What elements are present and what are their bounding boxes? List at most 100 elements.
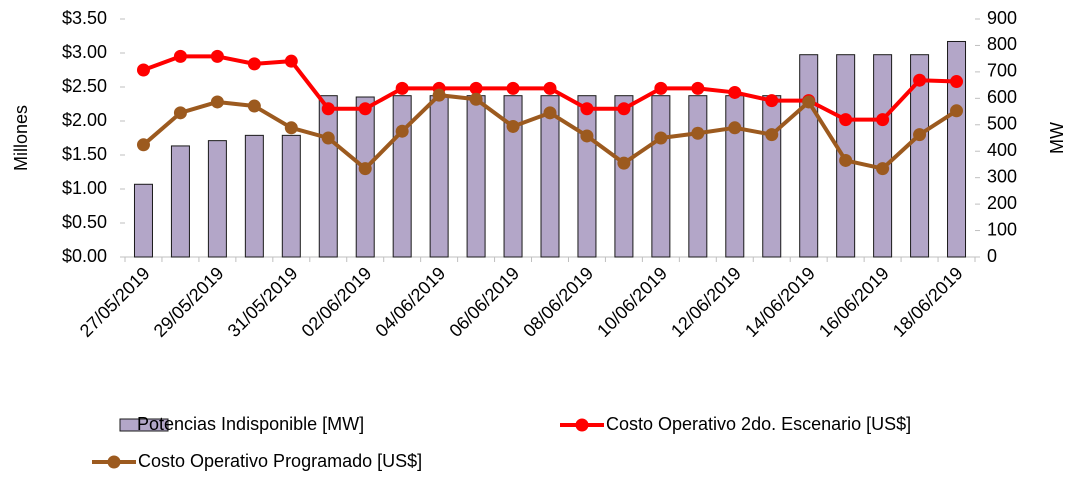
y2-tick-label: 600 [987, 87, 1017, 107]
x-tick-label: 06/06/2019 [445, 263, 523, 341]
bar [540, 95, 560, 258]
y-tick-label: $2.50 [62, 76, 107, 96]
point [728, 85, 742, 99]
bar [651, 95, 671, 258]
point [580, 102, 594, 116]
point [506, 119, 520, 133]
legend-swatch [107, 455, 121, 469]
point [395, 124, 409, 138]
bar [244, 134, 264, 258]
point [691, 126, 705, 140]
point [247, 99, 261, 113]
y2-axis-title: MW [1047, 122, 1067, 154]
y-tick-label: $0.50 [62, 212, 107, 232]
point [876, 113, 890, 127]
point [617, 156, 631, 170]
point [765, 128, 779, 142]
point [839, 113, 853, 127]
legend-label: Costo Operativo Programado [US$] [138, 451, 422, 471]
point [913, 73, 927, 87]
point [469, 92, 483, 106]
y2-tick-label: 200 [987, 193, 1017, 213]
point [839, 153, 853, 167]
point [136, 138, 150, 152]
point [284, 121, 298, 135]
y-tick-label: $3.50 [62, 8, 107, 28]
y2-tick-label: 400 [987, 140, 1017, 160]
y-tick-label: $3.00 [62, 42, 107, 62]
x-tick-label: 14/06/2019 [741, 263, 819, 341]
y2-tick-label: 800 [987, 34, 1017, 54]
point [358, 102, 372, 116]
point [506, 81, 520, 95]
bar [170, 145, 190, 258]
bar [799, 54, 819, 258]
point [802, 95, 816, 109]
bar [133, 183, 153, 258]
y2-tick-label: 300 [987, 166, 1017, 186]
bar [873, 54, 893, 258]
bar [577, 95, 597, 258]
bar [910, 54, 930, 258]
point [173, 106, 187, 120]
point [543, 106, 557, 120]
bar [318, 95, 338, 258]
point [210, 49, 224, 63]
point [358, 162, 372, 176]
y-tick-label: $2.00 [62, 110, 107, 130]
bar [466, 95, 486, 258]
x-tick-label: 18/06/2019 [889, 263, 967, 341]
x-tick-label: 16/06/2019 [815, 263, 893, 341]
bar [725, 95, 745, 258]
point [765, 94, 779, 108]
y-tick-label: $0.00 [62, 246, 107, 266]
point [913, 128, 927, 142]
point [210, 95, 224, 109]
point [617, 102, 631, 116]
x-tick-label: 12/06/2019 [667, 263, 745, 341]
bar [429, 95, 449, 258]
point [469, 81, 483, 95]
point [654, 131, 668, 145]
bar [281, 134, 301, 258]
bar [688, 95, 708, 258]
y-axis-title: Millones [11, 105, 31, 171]
point [432, 88, 446, 102]
point [580, 129, 594, 143]
bar [392, 95, 412, 258]
x-tick-label: 27/05/2019 [76, 263, 154, 341]
point [173, 49, 187, 63]
bar [614, 95, 634, 258]
x-tick-label: 29/05/2019 [150, 263, 228, 341]
point [321, 131, 335, 145]
y2-tick-label: 100 [987, 219, 1017, 239]
point [247, 57, 261, 71]
point [950, 104, 964, 118]
bar [207, 140, 227, 258]
point [654, 81, 668, 95]
y-tick-label: $1.00 [62, 178, 107, 198]
point [728, 121, 742, 135]
y-tick-label: $1.50 [62, 144, 107, 164]
point [136, 63, 150, 77]
x-tick-label: 08/06/2019 [519, 263, 597, 341]
y2-tick-label: 900 [987, 8, 1017, 28]
point [395, 81, 409, 95]
point [543, 81, 557, 95]
y2-tick-label: 700 [987, 61, 1017, 81]
legend-label: Potencias Indisponible [MW] [137, 414, 364, 434]
bar [355, 96, 375, 258]
y2-tick-label: 0 [987, 246, 997, 266]
bar [503, 95, 523, 258]
x-tick-label: 31/05/2019 [224, 263, 302, 341]
point [876, 162, 890, 176]
legend-label: Costo Operativo 2do. Escenario [US$] [606, 414, 911, 434]
point [284, 54, 298, 68]
x-tick-label: 04/06/2019 [371, 263, 449, 341]
x-tick-label: 10/06/2019 [593, 263, 671, 341]
legend-swatch [119, 418, 169, 432]
y2-tick-label: 500 [987, 114, 1017, 134]
point [691, 81, 705, 95]
